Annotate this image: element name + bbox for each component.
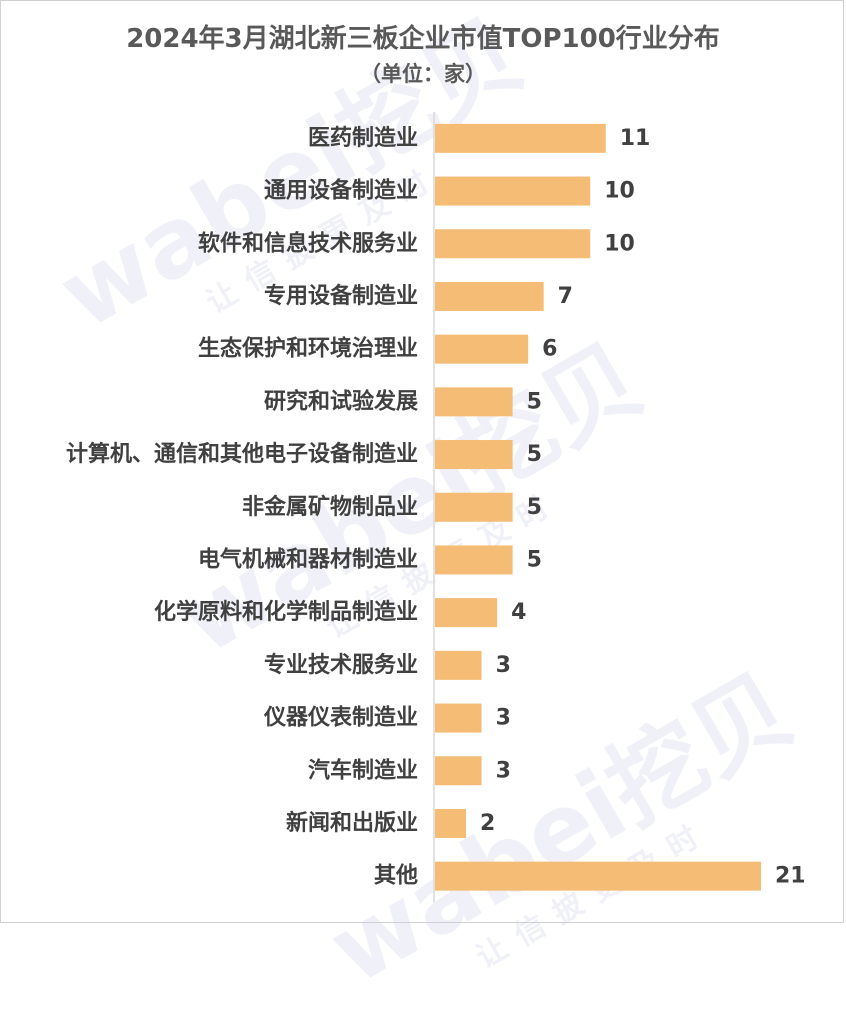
bar-chart: 医药制造业 11 通用设备制造业 10 软件和信息技术服务业 10 专用设备制造业 7 生态保护…: [0, 0, 846, 925]
data-label: 5: [527, 389, 542, 414]
category-label: 仪器仪表制造业: [263, 706, 418, 731]
bar: [435, 704, 482, 733]
data-label: 5: [527, 547, 542, 572]
category-label: 生态保护和环境治理业: [198, 336, 418, 362]
data-label: 6: [542, 337, 557, 362]
category-label: 研究和试验发展: [264, 388, 418, 414]
data-label: 21: [775, 864, 806, 889]
category-label: 汽车制造业: [308, 757, 418, 783]
category-label: 计算机、通信和其他电子设备制造业: [66, 441, 418, 467]
bar: [435, 177, 590, 206]
bar: [435, 335, 528, 364]
bar: [435, 124, 606, 153]
bar: [435, 862, 761, 891]
data-label: 5: [527, 442, 542, 467]
data-label: 3: [496, 653, 511, 678]
data-label: 3: [496, 758, 511, 783]
bar: [435, 651, 482, 680]
data-label: 3: [496, 706, 511, 731]
data-label: 10: [604, 231, 635, 256]
data-label: 7: [558, 284, 573, 309]
bar: [435, 440, 513, 469]
bar: [435, 756, 482, 785]
bar: [435, 493, 513, 522]
bar: [435, 387, 513, 416]
data-label: 2: [480, 811, 495, 836]
category-label: 通用设备制造业: [264, 178, 418, 204]
category-label: 专业技术服务业: [264, 652, 418, 678]
bar: [435, 229, 590, 258]
category-label: 软件和信息技术服务业: [198, 230, 418, 256]
category-label: 化学原料和化学制品制造业: [154, 599, 418, 625]
bar: [435, 282, 544, 311]
category-label: 其他: [374, 864, 418, 889]
data-label: 5: [527, 495, 542, 520]
data-label: 10: [604, 179, 635, 204]
data-label: 11: [620, 126, 651, 151]
category-label: 非金属矿物制品业: [242, 494, 418, 520]
bar: [435, 598, 497, 627]
category-label: 医药制造业: [308, 126, 418, 151]
bar: [435, 545, 513, 574]
category-label: 专用设备制造业: [264, 283, 418, 309]
bar: [435, 809, 466, 838]
data-label: 4: [511, 600, 526, 625]
category-label: 新闻和出版业: [286, 810, 418, 836]
category-label: 电气机械和器材制造业: [198, 546, 418, 572]
